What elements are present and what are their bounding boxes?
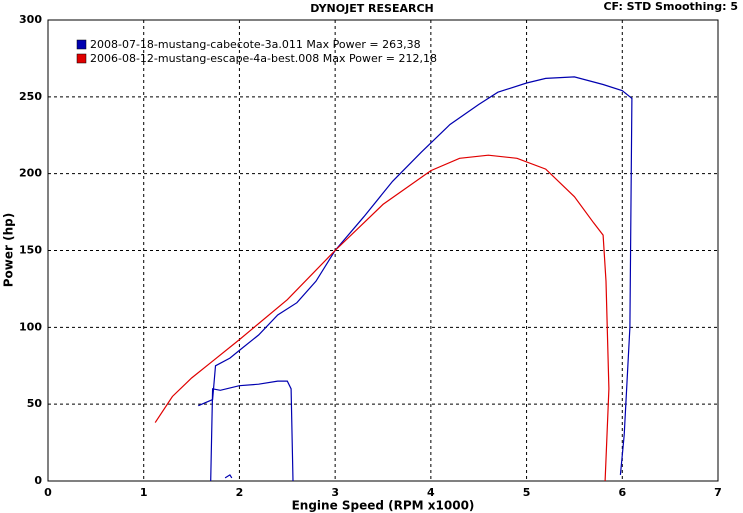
x-tick-label: 5: [523, 486, 531, 499]
x-tick-label: 2: [236, 486, 244, 499]
chart-subtitle: CF: STD Smoothing: 5: [603, 0, 738, 13]
chart-title: DYNOJET RESEARCH: [310, 2, 433, 15]
x-tick-label: 4: [427, 486, 435, 499]
x-tick-label: 7: [714, 486, 722, 499]
series-line: [198, 76, 633, 482]
legend-swatch: [76, 39, 87, 50]
y-tick-label: 200: [19, 167, 42, 180]
y-tick-label: 250: [19, 90, 42, 103]
y-tick-label: 300: [19, 13, 42, 26]
y-tick-label: 50: [27, 397, 43, 410]
legend-swatch: [76, 53, 87, 64]
x-tick-label: 0: [44, 486, 52, 499]
legend-label: 2008-07-18-mustang-cabecote-3a.011 Max P…: [90, 38, 421, 51]
y-axis-label: Power (hp): [2, 213, 16, 287]
y-tick-label: 0: [34, 474, 42, 487]
legend-label: 2006-08-12-mustang-escape-4a-best.008 Ma…: [90, 52, 437, 65]
x-tick-label: 3: [331, 486, 339, 499]
x-tick-label: 1: [140, 486, 148, 499]
x-tick-label: 6: [618, 486, 626, 499]
x-axis-label: Engine Speed (RPM x1000): [292, 499, 475, 513]
series-line: [154, 154, 610, 482]
y-tick-label: 150: [19, 244, 42, 257]
y-tick-label: 100: [19, 320, 42, 333]
